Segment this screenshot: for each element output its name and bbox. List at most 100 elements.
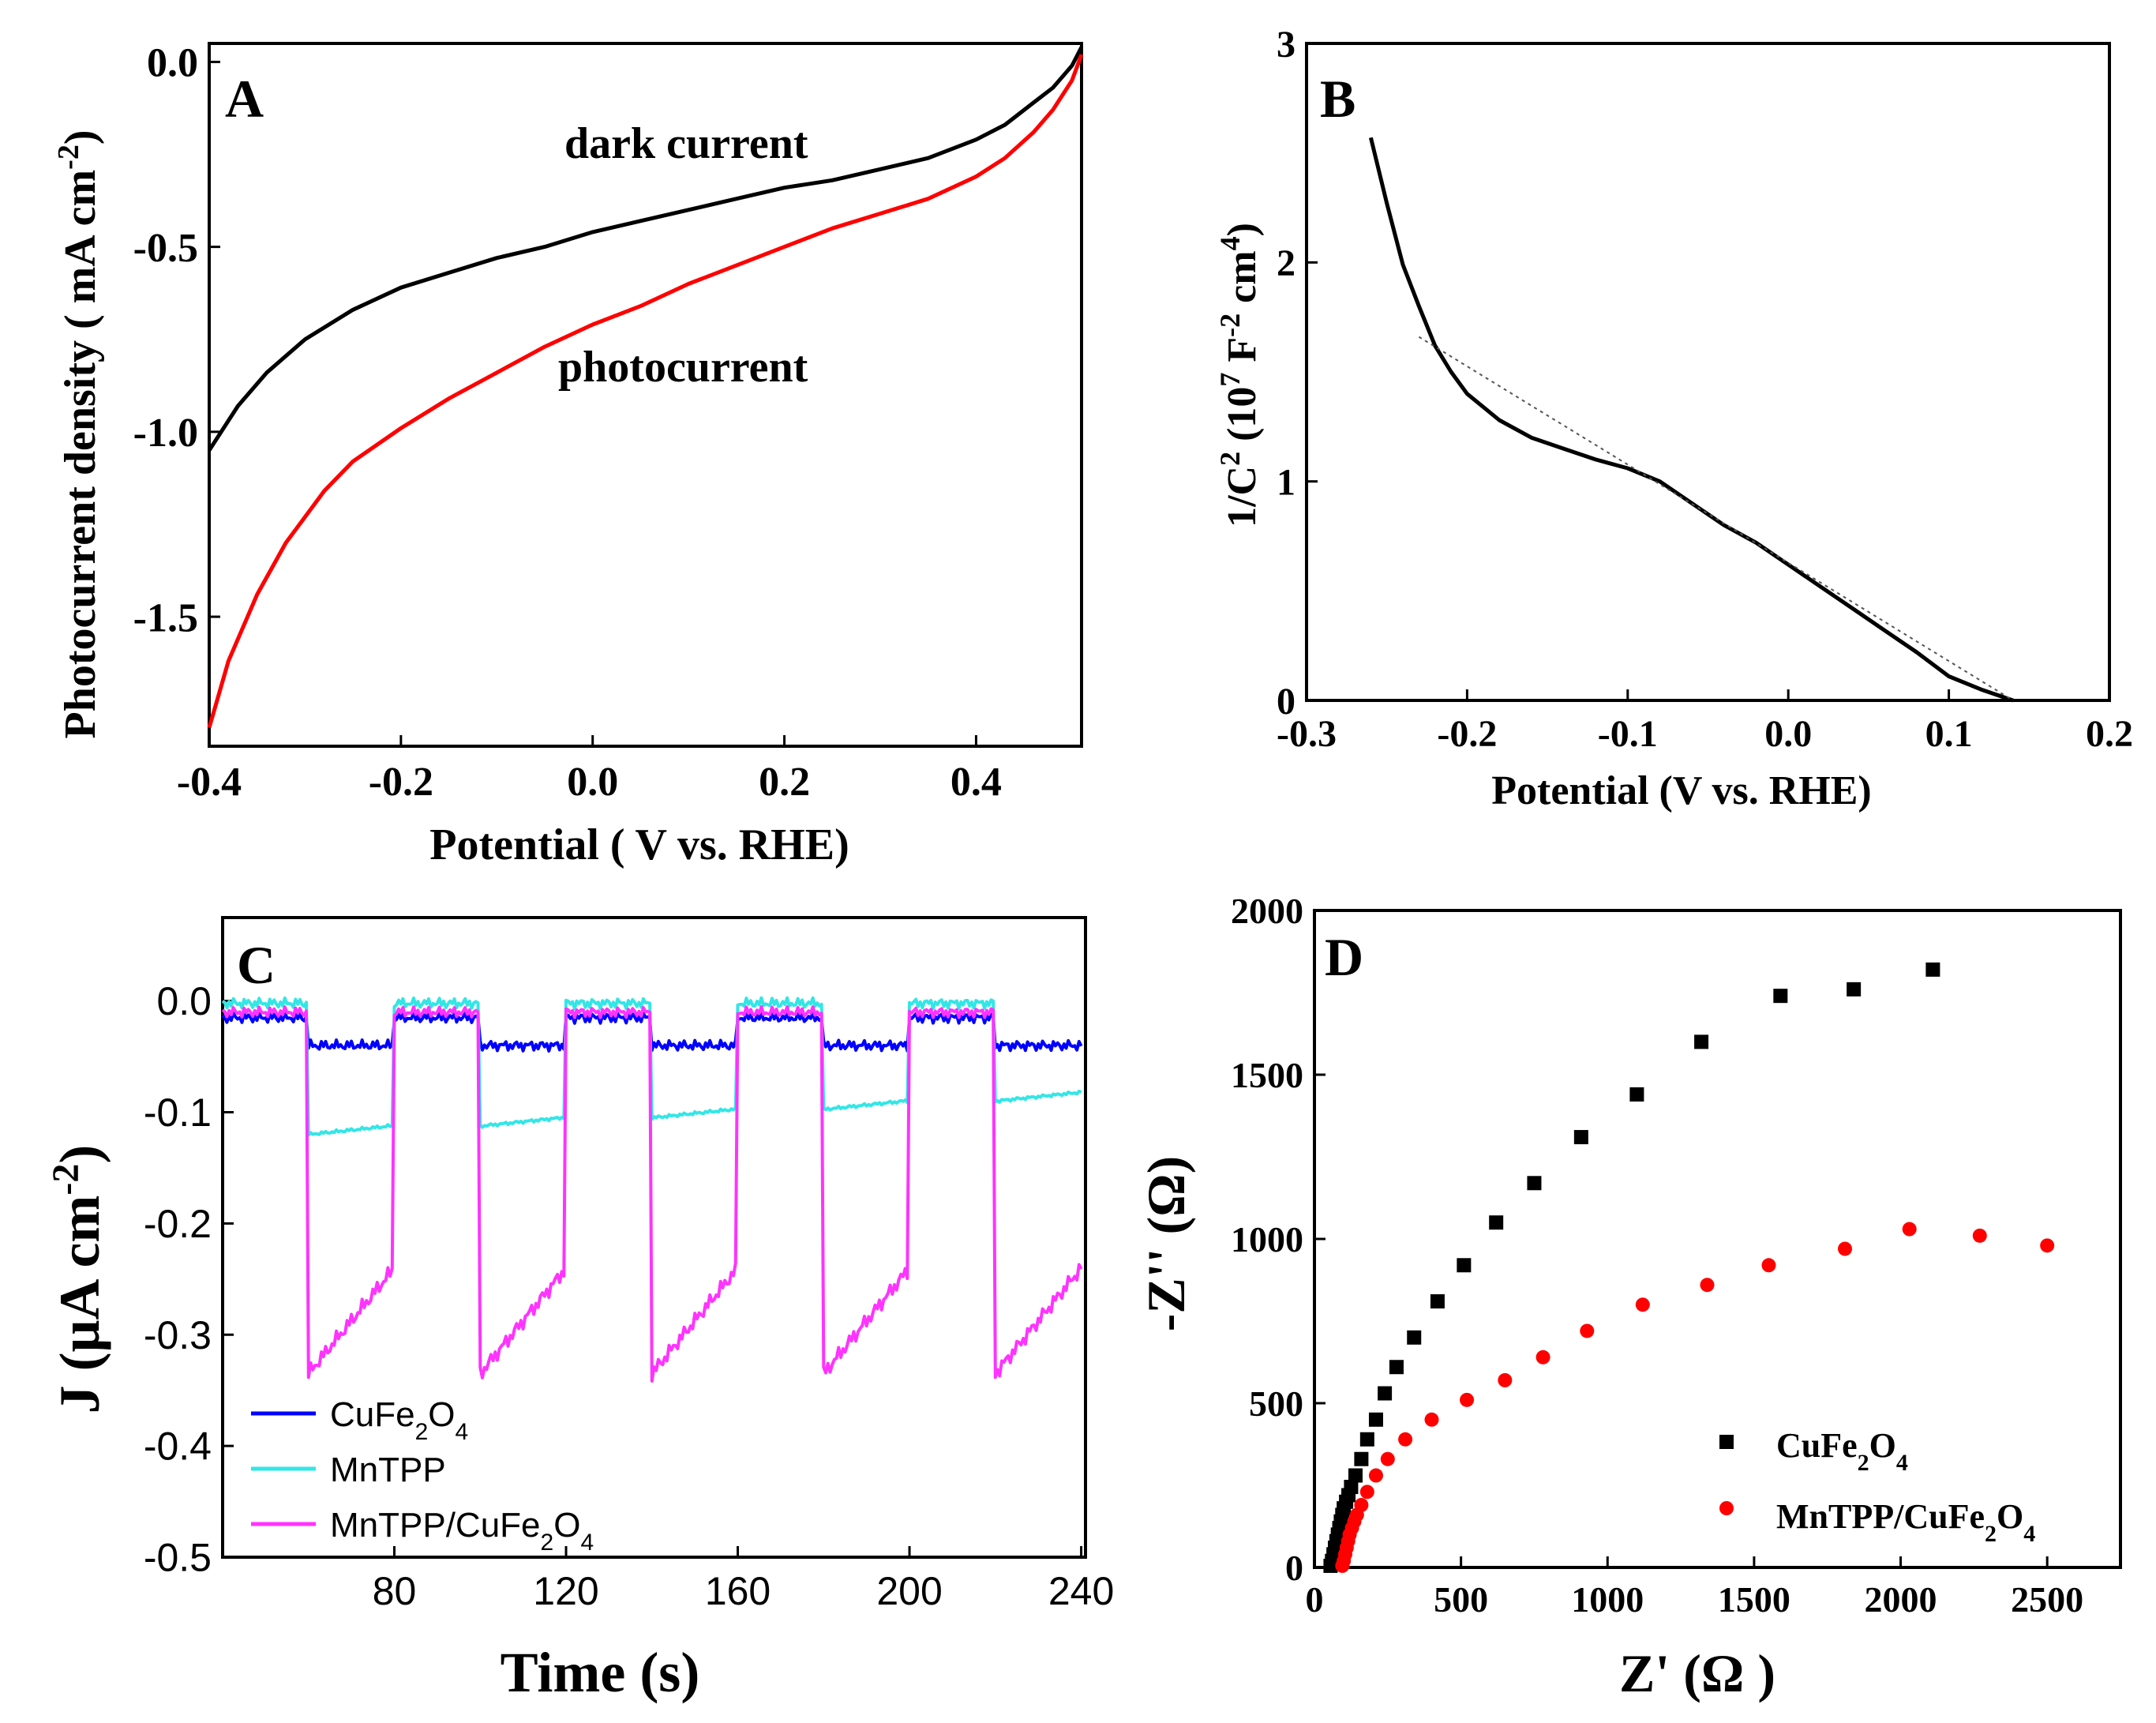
legend-marker-mntpp-cufe2o4	[1719, 1501, 1734, 1515]
panel-d-ytick-label: 500	[1249, 1383, 1303, 1424]
panel-b-plot: -0.3 -0.2 -0.1 0.0 0.1 0.2 0 1 2 3	[1277, 24, 2133, 755]
panel-a-ytick-label: -0.5	[133, 226, 198, 271]
panel-b-ylabel-sup3: -2	[1214, 313, 1246, 337]
panel-d-ytick-label: 1500	[1231, 1055, 1303, 1095]
panel-b-xtick-label: -0.3	[1277, 713, 1337, 755]
panel-b-ylabel: 1/C2 (107 F-2 cm4)	[1214, 223, 1265, 527]
data-point-CuFe2O4	[1489, 1215, 1504, 1230]
panel-a: -0.4 -0.2 0.0 0.2 0.4 0.0 -0.5 -1.0 -1.5 A dark …	[52, 41, 1084, 869]
data-point-MnTPP/CuFe2O4	[1580, 1323, 1595, 1338]
data-point-MnTPP/CuFe2O4	[1380, 1451, 1395, 1466]
panel-b-xtick-label: -0.2	[1437, 713, 1497, 755]
legend-label-cufe2o4: CuFe2O4	[1776, 1426, 1908, 1476]
panel-a-plot: -0.4 -0.2 0.0 0.2 0.4 0.0 -0.5 -1.0 -1.5	[133, 41, 1084, 805]
panel-a-xtick-label: -0.2	[369, 760, 433, 805]
series-line-MnTPP/CuFe2O4	[221, 1005, 1083, 1383]
panel-d-xtick-label: 2500	[2011, 1579, 2083, 1620]
panel-a-ylabel-main: Photocurrent density ( mA cm	[56, 170, 105, 739]
data-point-MnTPP/CuFe2O4	[1498, 1372, 1513, 1387]
panel-a-ytick-label: 0.0	[147, 41, 198, 86]
panel-d-xtick-label: 2000	[1865, 1579, 1937, 1620]
panel-b-label: B	[1320, 69, 1355, 129]
panel-d-plot-frame	[1313, 909, 2122, 1569]
panel-b: -0.3 -0.2 -0.1 0.0 0.1 0.2 0 1 2 3 B Potential (V…	[1214, 24, 2133, 813]
panel-b-ytick-label: 1	[1277, 461, 1295, 503]
data-point-CuFe2O4	[1407, 1330, 1422, 1345]
panel-c-ytick-label: -0.1	[144, 1090, 212, 1135]
panel-b-ylabel-sup4: 4	[1214, 236, 1246, 250]
panel-b-ytick-label: 3	[1277, 24, 1295, 66]
panel-c-xtick-label: 80	[373, 1569, 417, 1613]
data-point-MnTPP/CuFe2O4	[1838, 1241, 1853, 1256]
panel-b-xlabel: Potential (V vs. RHE)	[1491, 768, 1871, 813]
data-point-MnTPP/CuFe2O4	[1700, 1278, 1715, 1293]
panel-d-xtick-label: 1500	[1718, 1579, 1790, 1620]
panel-b-xtick-label: -0.1	[1598, 713, 1658, 755]
data-point-MnTPP/CuFe2O4	[1398, 1432, 1413, 1447]
panel-c-xtick-label: 160	[705, 1569, 771, 1613]
panel-b-plot-frame	[1305, 42, 2111, 702]
panel-b-xtick-label: 0.2	[2086, 713, 2133, 755]
data-point-CuFe2O4	[1847, 982, 1862, 997]
panel-b-ylabel-mid: (10	[1220, 387, 1265, 452]
panel-d-legend: CuFe2O4 MnTPP/CuFe2O4	[1719, 1426, 2035, 1547]
legend-label-mntpp-cufe2o4: MnTPP/CuFe2O4	[1776, 1497, 2035, 1547]
panel-c-label: C	[237, 935, 276, 995]
series-line-linear-fit	[1418, 336, 2014, 701]
data-point-CuFe2O4	[1925, 962, 1940, 977]
panel-c-ytick-label: -0.5	[144, 1536, 212, 1580]
panel-d-label: D	[1325, 927, 1363, 987]
panel-a-ytick-label: -1.0	[133, 411, 198, 456]
panel-c-plot-frame	[221, 916, 1087, 1559]
panel-a-xtick-label: 0.0	[567, 760, 618, 805]
panel-b-xtick-label: 0.1	[1925, 713, 1973, 755]
panel-b-ytick-label: 2	[1277, 242, 1295, 284]
panel-d-ytick-label: 2000	[1231, 891, 1303, 931]
panel-c-ylabel-end: )	[48, 1145, 111, 1164]
panel-c-ylabel: J (μA cm-2)	[45, 1145, 112, 1414]
panel-a-ylabel: Photocurrent density ( mA cm-2)	[52, 130, 105, 739]
panel-b-xtick-label: 0.0	[1764, 713, 1812, 755]
panel-a-xtick-label: -0.4	[177, 760, 242, 805]
data-point-CuFe2O4	[1694, 1034, 1709, 1049]
panel-a-ylabel-end: )	[56, 130, 105, 145]
panel-c-ytick-label: -0.4	[144, 1425, 212, 1469]
panel-c-ytick-label: -0.3	[144, 1313, 212, 1357]
data-point-MnTPP/CuFe2O4	[1535, 1349, 1550, 1365]
annotation-dark-current: dark current	[564, 119, 808, 168]
panel-d-xtick-label: 0	[1306, 1579, 1324, 1620]
data-point-MnTPP/CuFe2O4	[1972, 1228, 1987, 1243]
panel-d-ytick-label: 0	[1285, 1548, 1303, 1588]
panel-c-xtick-label: 240	[1048, 1569, 1114, 1613]
series-line-Mott-Schottky	[1368, 137, 2014, 703]
panel-c-plot: 80 120 160 200 240 0.0 -0.1 -0.2 -0.3 -0.4 -0.5	[144, 916, 1114, 1613]
panel-d-plot: 0 500 1000 1500 2000 2500 0 500 1000 1500 2000	[1231, 891, 2122, 1620]
panel-c-xtick-label: 200	[876, 1569, 942, 1613]
panel-d-xtick-label: 1000	[1571, 1579, 1644, 1620]
data-point-CuFe2O4	[1368, 1412, 1383, 1427]
panel-b-ylabel-end: )	[1220, 223, 1265, 236]
panel-b-ylabel-sup1: 2	[1214, 452, 1246, 466]
data-point-MnTPP/CuFe2O4	[1902, 1222, 1917, 1237]
legend-marker-cufe2o4	[1719, 1435, 1734, 1449]
data-point-CuFe2O4	[1389, 1360, 1404, 1375]
panel-b-ylabel-mid2: F	[1220, 337, 1265, 373]
panel-d: 0 500 1000 1500 2000 2500 0 500 1000 1500 2000 D Z…	[1136, 891, 2122, 1703]
data-point-CuFe2O4	[1378, 1386, 1393, 1401]
data-point-MnTPP/CuFe2O4	[1761, 1258, 1776, 1273]
data-point-CuFe2O4	[1430, 1294, 1445, 1309]
legend-label-mntpp-cufe2o4: MnTPP/CuFe2O4	[330, 1506, 594, 1556]
panel-d-ytick-label: 1000	[1231, 1219, 1303, 1259]
series-line-photocurrent	[207, 54, 1084, 729]
panel-c-xtick-label: 120	[533, 1569, 598, 1613]
panel-c-ylabel-main: J (μA cm	[48, 1196, 111, 1414]
panel-a-plot-frame	[208, 42, 1083, 748]
data-point-CuFe2O4	[1354, 1451, 1369, 1466]
data-point-MnTPP/CuFe2O4	[1460, 1392, 1475, 1407]
panel-a-ylabel-sup: -2	[52, 145, 85, 170]
panel-b-ylabel-mid3: cm	[1220, 250, 1265, 313]
data-point-MnTPP/CuFe2O4	[1359, 1485, 1374, 1500]
data-point-CuFe2O4	[1629, 1087, 1644, 1102]
